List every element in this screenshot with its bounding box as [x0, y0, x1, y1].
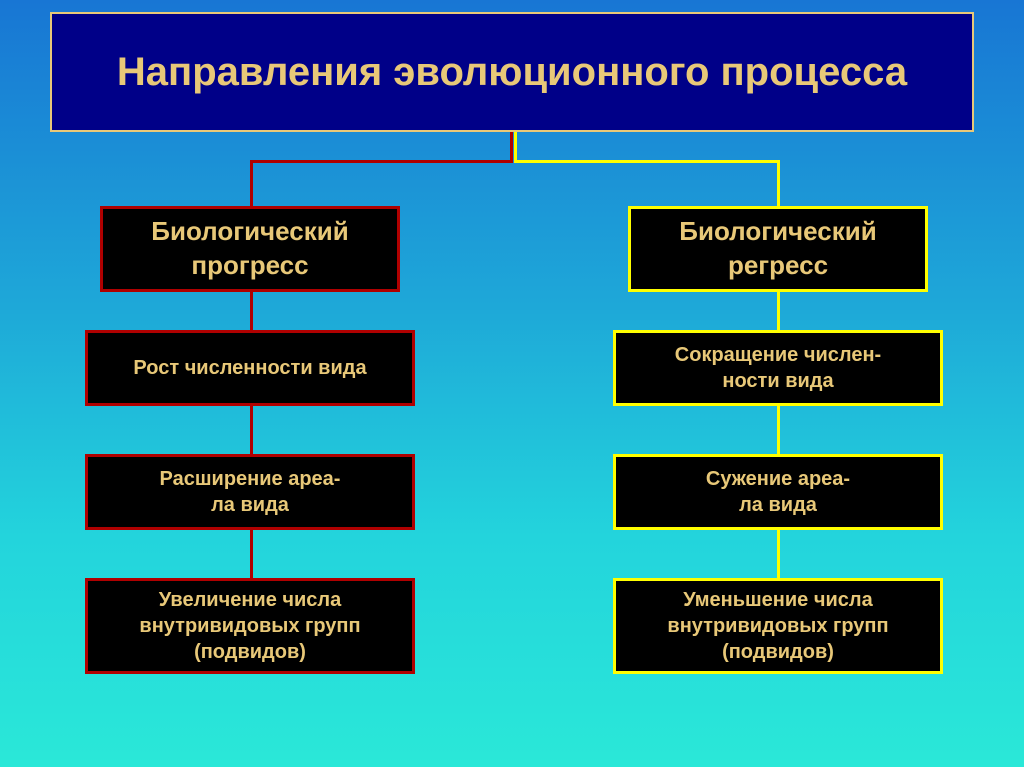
right-item-2-text: Сужение ареа-ла вида — [706, 466, 850, 518]
left-head: Биологический прогресс — [100, 206, 400, 292]
left-item-2-text: Расширение ареа-ла вида — [160, 466, 341, 518]
conn-title-stub-left — [510, 132, 513, 160]
conn-left-2 — [250, 406, 253, 454]
conn-right-3 — [777, 530, 780, 578]
right-head-text: Биологический регресс — [631, 215, 925, 283]
right-item-1: Сокращение числен-ности вида — [613, 330, 943, 406]
left-head-text: Биологический прогресс — [103, 215, 397, 283]
conn-v-to-right-head — [777, 160, 780, 206]
left-item-3-text: Увеличение числа внутривидовых групп (по… — [88, 587, 412, 665]
diagram-title-text: Направления эволюционного процесса — [117, 47, 907, 97]
left-item-1-text: Рост численности вида — [133, 355, 366, 381]
conn-title-stub-right — [514, 132, 517, 160]
diagram-title: Направления эволюционного процесса — [50, 12, 974, 132]
conn-h-right — [514, 160, 780, 163]
right-item-2: Сужение ареа-ла вида — [613, 454, 943, 530]
left-item-2: Расширение ареа-ла вида — [85, 454, 415, 530]
right-head: Биологический регресс — [628, 206, 928, 292]
conn-left-3 — [250, 530, 253, 578]
left-item-1: Рост численности вида — [85, 330, 415, 406]
left-item-3: Увеличение числа внутривидовых групп (по… — [85, 578, 415, 674]
conn-right-1 — [777, 292, 780, 330]
right-item-3: Уменьшение числа внутривидовых групп (по… — [613, 578, 943, 674]
conn-v-to-left-head — [250, 160, 253, 206]
conn-left-1 — [250, 292, 253, 330]
conn-h-left — [250, 160, 513, 163]
right-item-3-text: Уменьшение числа внутривидовых групп (по… — [616, 587, 940, 665]
right-item-1-text: Сокращение числен-ности вида — [675, 342, 881, 394]
conn-right-2 — [777, 406, 780, 454]
